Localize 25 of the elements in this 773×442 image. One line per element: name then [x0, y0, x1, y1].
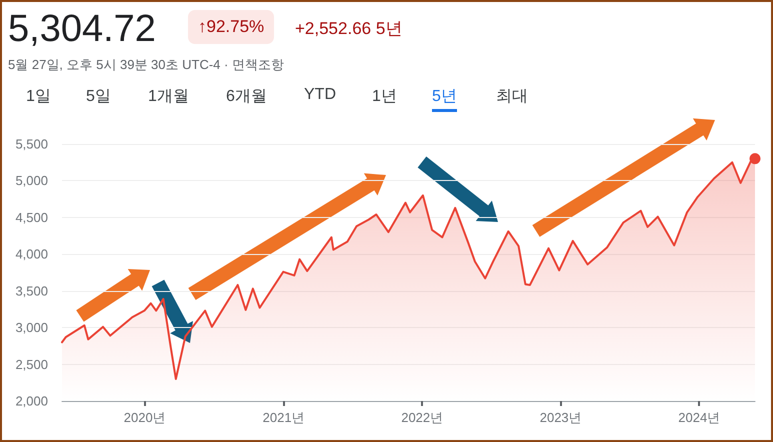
text: 5일	[86, 87, 111, 107]
chart-subtitle: 5월 27일, 오후 5시 39분 30초 UTC-4 · 면책조항	[8, 56, 284, 74]
chart-title: 5,304.72	[8, 8, 156, 51]
text: 5년	[432, 86, 457, 112]
text: 1일	[26, 87, 51, 107]
text: 최대	[496, 87, 528, 107]
x-tick-label: 2024년	[678, 410, 720, 425]
x-tick-label: 2023년	[540, 410, 582, 425]
text: ↑92.75%	[188, 10, 274, 44]
y-tick-label: 3,500	[15, 283, 48, 298]
y-tick-label: 4,500	[15, 210, 48, 225]
y-tick-label: 3,000	[15, 320, 48, 336]
y-tick-label: 2,000	[15, 394, 48, 408]
text: YTD	[304, 86, 336, 104]
y-tick-label: 4,000	[15, 246, 48, 262]
x-tick-label: 2021년	[262, 410, 305, 425]
text: 1년	[372, 87, 397, 107]
text: 6개월	[226, 87, 267, 107]
text: +2,552.66 5년	[295, 18, 402, 40]
x-tick-label: 2022년	[401, 410, 444, 425]
text: 1개월	[148, 87, 189, 107]
y-tick-label: 5,000	[15, 173, 48, 188]
y-tick-label: 5,500	[15, 136, 48, 152]
y-tick-label: 2,500	[15, 356, 48, 372]
x-tick-label: 2020년	[124, 410, 166, 425]
